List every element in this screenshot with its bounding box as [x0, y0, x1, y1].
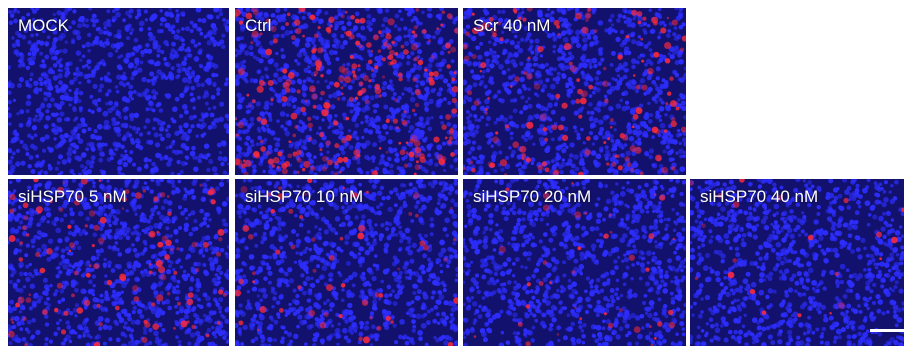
panel-label: siHSP70 5 nM	[18, 187, 127, 206]
panel-label: siHSP70 20 nM	[473, 187, 592, 206]
panel-scr-40nm: Scr 40 nM	[463, 8, 686, 175]
micrograph-image	[235, 179, 458, 346]
panel-label: MOCK	[18, 16, 69, 35]
micrograph-image	[690, 179, 904, 346]
panel-sihsp70-10nm: siHSP70 10 nM	[235, 179, 458, 346]
micrograph-image	[8, 8, 229, 175]
panel-sihsp70-5nm: siHSP70 5 nM	[8, 179, 229, 346]
micrograph-image	[463, 179, 686, 346]
micrograph-image	[8, 179, 229, 346]
micrograph-image	[463, 8, 686, 175]
micrograph-image	[235, 8, 458, 175]
panel-label: Ctrl	[245, 16, 272, 35]
panel-label: siHSP70 40 nM	[700, 187, 819, 206]
panel-sihsp70-20nm: siHSP70 20 nM	[463, 179, 686, 346]
panel-label: siHSP70 10 nM	[245, 187, 364, 206]
panel-ctrl: Ctrl	[235, 8, 458, 175]
panel-mock: MOCK	[8, 8, 229, 175]
panel-sihsp70-40nm: siHSP70 40 nM	[690, 179, 904, 346]
scale-bar	[870, 329, 904, 332]
panel-label: Scr 40 nM	[473, 16, 551, 35]
